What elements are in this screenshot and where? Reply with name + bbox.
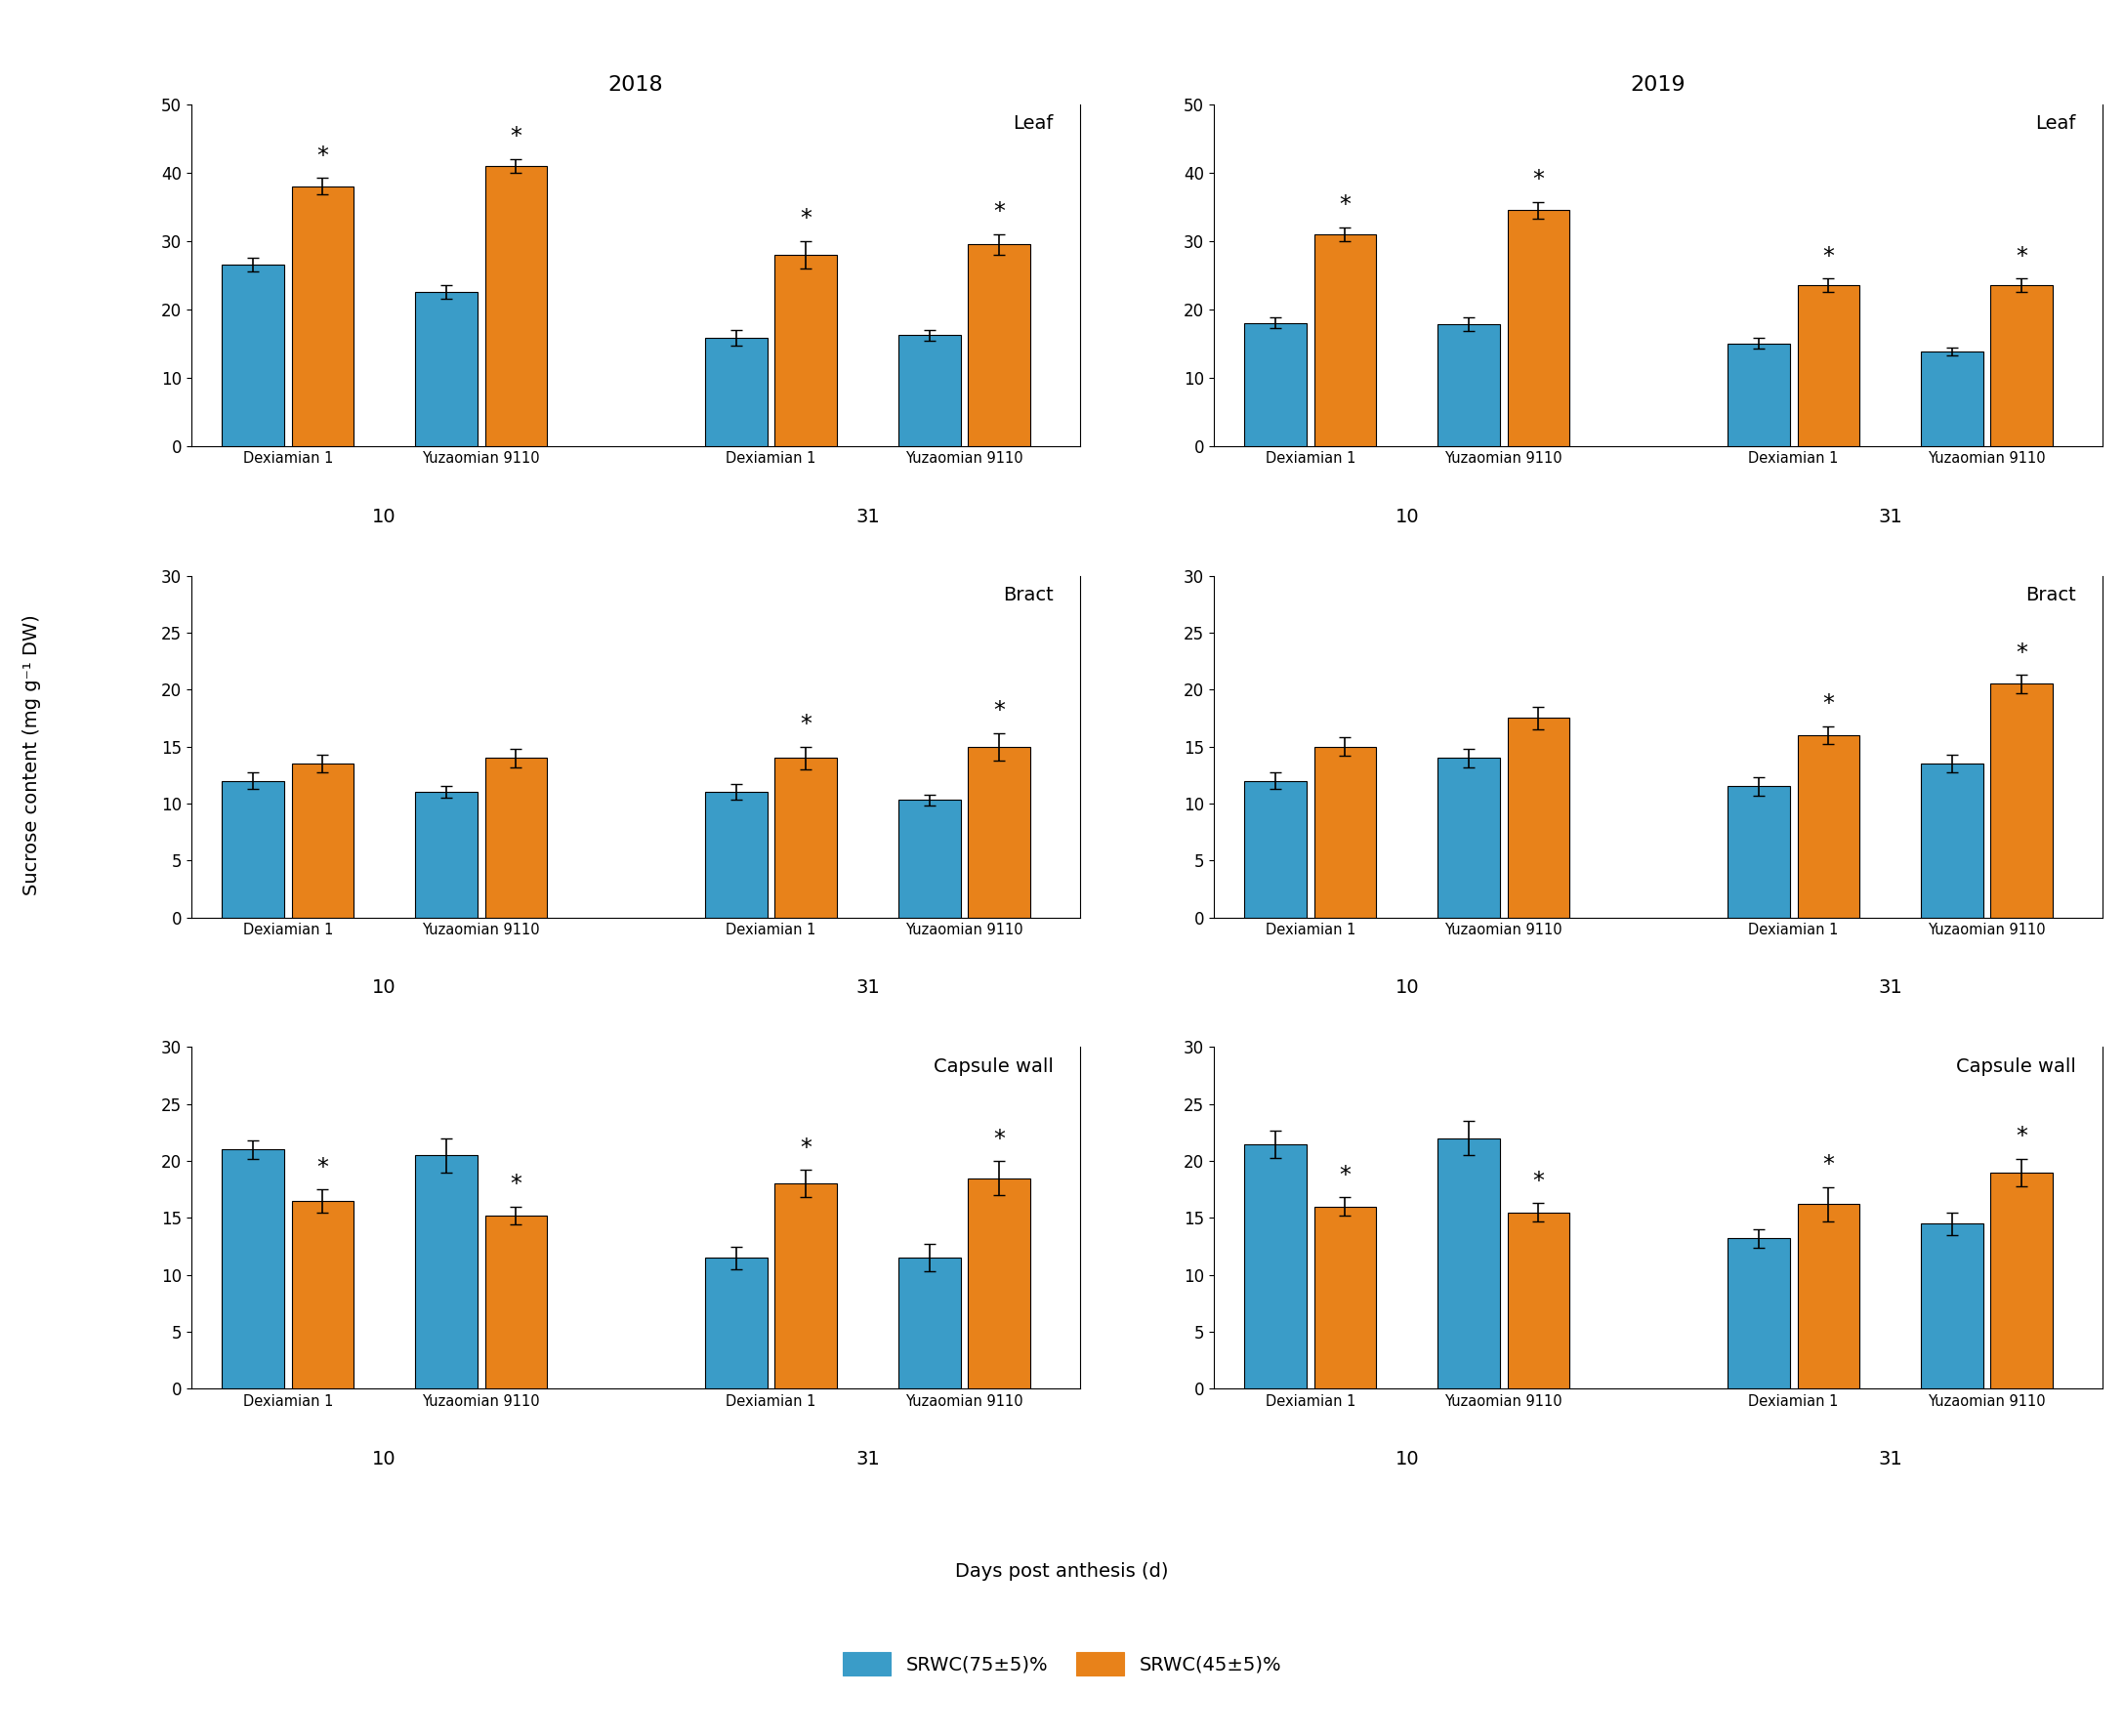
Bar: [705, 1259, 767, 1389]
Bar: [484, 165, 546, 446]
Bar: [1727, 1238, 1791, 1389]
Text: *: *: [1534, 1170, 1544, 1193]
Text: *: *: [994, 1127, 1005, 1151]
Bar: [1990, 285, 2052, 446]
Bar: [1920, 1224, 1984, 1389]
Bar: [1508, 1212, 1570, 1389]
Bar: [1920, 764, 1984, 917]
Bar: [969, 1179, 1030, 1389]
Text: *: *: [510, 125, 523, 149]
Text: *: *: [801, 713, 811, 736]
Bar: [705, 792, 767, 917]
Title: 2019: 2019: [1631, 75, 1686, 94]
Text: 31: 31: [1878, 1450, 1903, 1469]
Text: *: *: [1340, 1163, 1351, 1187]
Text: Days post anthesis (d): Days post anthesis (d): [956, 1562, 1168, 1580]
Bar: [291, 1201, 353, 1389]
Bar: [1245, 1144, 1306, 1389]
Text: 10: 10: [1395, 507, 1419, 526]
Text: *: *: [801, 207, 811, 231]
Text: 31: 31: [856, 507, 879, 526]
Bar: [1920, 351, 1984, 446]
Text: 10: 10: [1395, 1450, 1419, 1469]
Text: *: *: [994, 700, 1005, 722]
Text: 10: 10: [1395, 979, 1419, 998]
Text: *: *: [510, 1174, 523, 1196]
Title: 2018: 2018: [607, 75, 663, 94]
Bar: [484, 1215, 546, 1389]
Bar: [1438, 325, 1500, 446]
Bar: [1438, 759, 1500, 917]
Bar: [416, 1156, 478, 1389]
Bar: [416, 792, 478, 917]
Text: 10: 10: [372, 1450, 397, 1469]
Bar: [1508, 719, 1570, 917]
Bar: [775, 759, 837, 917]
Text: 10: 10: [372, 979, 397, 998]
Bar: [775, 1184, 837, 1389]
Bar: [969, 746, 1030, 917]
Bar: [775, 255, 837, 446]
Text: Capsule wall: Capsule wall: [935, 1057, 1054, 1076]
Text: *: *: [994, 200, 1005, 224]
Text: *: *: [2016, 1125, 2028, 1149]
Text: Leaf: Leaf: [1013, 115, 1054, 134]
Text: 31: 31: [856, 1450, 879, 1469]
Text: *: *: [1822, 245, 1835, 267]
Text: Bract: Bract: [1003, 585, 1054, 604]
Text: *: *: [2016, 641, 2028, 665]
Bar: [1797, 734, 1858, 917]
Text: *: *: [1534, 168, 1544, 191]
Text: *: *: [2016, 245, 2028, 267]
Bar: [1727, 344, 1791, 446]
Bar: [223, 781, 285, 917]
Text: Capsule wall: Capsule wall: [1956, 1057, 2075, 1076]
Bar: [1508, 210, 1570, 446]
Text: *: *: [1822, 1153, 1835, 1177]
Text: 31: 31: [1878, 979, 1903, 998]
Bar: [1797, 1205, 1858, 1389]
Text: *: *: [1822, 693, 1835, 715]
Text: Leaf: Leaf: [2035, 115, 2075, 134]
Legend: SRWC(75±5)%, SRWC(45±5)%: SRWC(75±5)%, SRWC(45±5)%: [835, 1644, 1289, 1684]
Bar: [898, 800, 960, 917]
Bar: [484, 759, 546, 917]
Bar: [1245, 323, 1306, 446]
Bar: [416, 292, 478, 446]
Text: *: *: [1340, 193, 1351, 217]
Bar: [1315, 746, 1376, 917]
Text: 31: 31: [1878, 507, 1903, 526]
Bar: [1438, 1139, 1500, 1389]
Text: Sucrose content (mg g⁻¹ DW): Sucrose content (mg g⁻¹ DW): [23, 615, 40, 896]
Bar: [1245, 781, 1306, 917]
Bar: [1797, 285, 1858, 446]
Bar: [969, 245, 1030, 446]
Text: 10: 10: [372, 507, 397, 526]
Bar: [223, 1149, 285, 1389]
Text: *: *: [316, 144, 329, 168]
Text: *: *: [801, 1137, 811, 1160]
Bar: [1315, 234, 1376, 446]
Bar: [898, 335, 960, 446]
Text: *: *: [316, 1156, 329, 1179]
Bar: [223, 264, 285, 446]
Bar: [898, 1259, 960, 1389]
Bar: [291, 764, 353, 917]
Bar: [1990, 684, 2052, 917]
Text: Bract: Bract: [2026, 585, 2075, 604]
Bar: [291, 186, 353, 446]
Bar: [1990, 1172, 2052, 1389]
Text: 31: 31: [856, 979, 879, 998]
Bar: [1315, 1207, 1376, 1389]
Bar: [1727, 786, 1791, 917]
Bar: [705, 339, 767, 446]
